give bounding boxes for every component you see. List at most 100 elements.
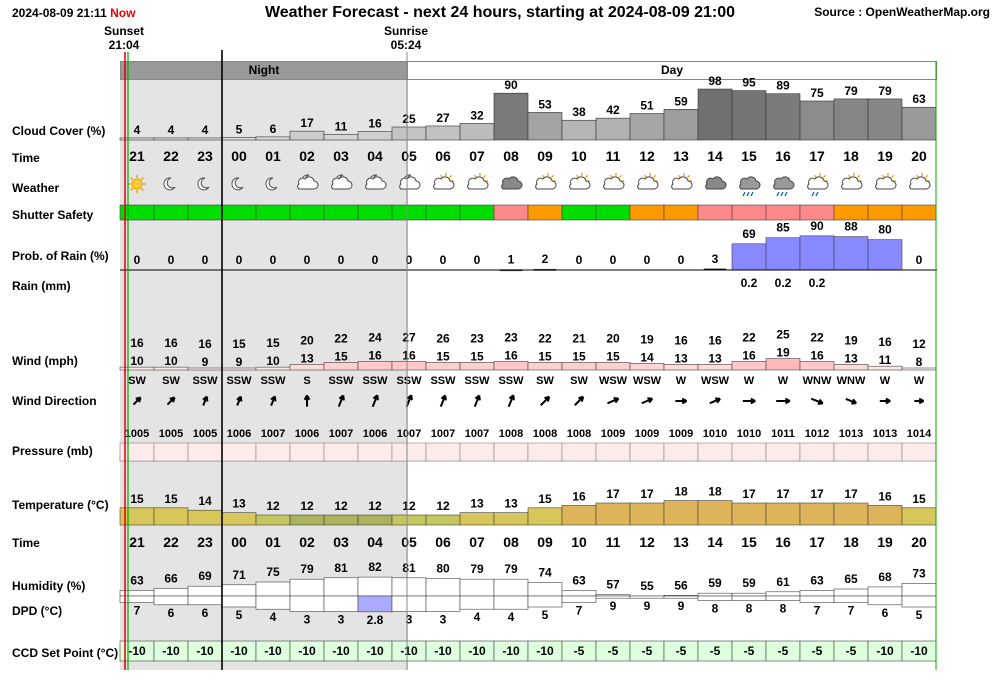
- temperature-bar: [527, 507, 563, 526]
- dpd-bar: [323, 595, 359, 612]
- wind-direction-text: SSW: [260, 375, 286, 387]
- hour-label-top: 17: [809, 148, 825, 164]
- wind-speed-value: 19: [776, 346, 790, 360]
- cloud-cover-label: Cloud Cover (%): [12, 124, 106, 138]
- shutter-cell: [595, 204, 631, 221]
- hour-label-bottom: 17: [809, 534, 825, 550]
- wind-direction-text: W: [914, 375, 925, 387]
- wind-arrow: [914, 397, 925, 405]
- cloud-value: 4: [168, 123, 175, 137]
- dpd-bar: [459, 595, 495, 610]
- pressure-value: 1005: [193, 428, 217, 440]
- cloud-value: 51: [640, 98, 654, 112]
- cloud-bar: [425, 125, 461, 141]
- dpd-value: 7: [848, 604, 855, 618]
- temperature-value: 17: [742, 487, 756, 501]
- hour-label-top: 12: [639, 148, 655, 164]
- pressure-value: 1007: [465, 428, 489, 440]
- temperature-value: 18: [674, 485, 688, 499]
- temperature-value: 12: [402, 499, 416, 513]
- cloud-value: 4: [202, 123, 209, 137]
- pressure-cell: [867, 442, 903, 462]
- dpd-bar: [493, 595, 529, 610]
- cloud-bar: [731, 90, 767, 141]
- pressure-cell: [459, 442, 495, 462]
- ccd-value: -10: [400, 644, 418, 658]
- cloud-bar: [153, 137, 189, 141]
- hour-label-top: 06: [435, 148, 451, 164]
- ccd-value: -5: [812, 644, 823, 658]
- pressure-value: 1007: [329, 428, 353, 440]
- prob-rain-value: 0: [406, 253, 413, 267]
- hour-label-bottom: 07: [469, 534, 485, 550]
- wind-speed-value: 13: [300, 351, 314, 365]
- wind-speed-value: 14: [640, 350, 654, 364]
- dpd-value: 9: [678, 599, 685, 613]
- source-label: Source : OpenWeatherMap.org: [814, 5, 990, 19]
- prob-rain-value: 0: [202, 253, 209, 267]
- dpd-bar: [833, 595, 869, 603]
- wind-arrow: [675, 397, 688, 405]
- rain-value: 0.2: [775, 276, 792, 290]
- cloud-value: 63: [912, 92, 926, 106]
- wind-bar: [595, 362, 631, 371]
- temperature-bar: [901, 507, 937, 526]
- shutter-cell: [867, 204, 903, 221]
- hour-label-top: 10: [571, 148, 587, 164]
- prob-rain-value: 0: [644, 253, 651, 267]
- cloud-bar: [255, 136, 291, 141]
- hour-label-bottom: 23: [197, 534, 213, 550]
- hour-label-bottom: 11: [606, 534, 621, 550]
- hour-label-top: 13: [673, 148, 689, 164]
- prob-rain-value: 0: [678, 253, 685, 267]
- humidity-bar: [221, 584, 257, 597]
- pressure-cell: [663, 442, 699, 462]
- prob-rain-value: 0: [236, 253, 243, 267]
- hour-label-bottom: 02: [299, 534, 315, 550]
- rain-value: 0.2: [741, 276, 758, 290]
- rain-value: 0.2: [809, 276, 826, 290]
- humidity-value: 66: [164, 571, 178, 585]
- pressure-cell: [357, 442, 393, 462]
- wind-direction-text: SSW: [430, 375, 456, 387]
- cloud-value: 11: [335, 119, 348, 133]
- dpd-value: 6: [168, 606, 175, 620]
- ccd-value: -10: [264, 644, 282, 658]
- hour-label-top: 16: [775, 148, 791, 164]
- pressure-cell: [493, 442, 529, 462]
- temperature-value: 17: [810, 487, 824, 501]
- shutter-cell: [731, 204, 767, 221]
- cloud-icon: [705, 176, 727, 190]
- ccd-value: -10: [502, 644, 520, 658]
- pressure-cell: [833, 442, 869, 462]
- moon-cloud-icon: [399, 174, 421, 190]
- sun-cloud-icon: [535, 173, 557, 190]
- prob-rain-value: 0: [304, 253, 311, 267]
- cloud-bar: [697, 88, 733, 141]
- hour-label-bottom: 03: [333, 534, 349, 550]
- hour-label-bottom: 05: [401, 534, 417, 550]
- wind-arrow: [270, 395, 277, 407]
- pressure-value: 1005: [159, 428, 183, 440]
- cloud-bar: [391, 126, 427, 141]
- hour-label-bottom: 19: [877, 534, 893, 550]
- temperature-value: 12: [368, 499, 382, 513]
- temperature-value: 13: [470, 497, 484, 511]
- hour-label-top: 20: [911, 148, 927, 164]
- shutter-cell: [493, 204, 529, 221]
- wind-arrow: [337, 394, 345, 407]
- wind-speed-value: 16: [504, 348, 518, 362]
- shutter-cell: [323, 204, 359, 221]
- dpd-value: 7: [576, 604, 583, 618]
- sunset-time: 21:04: [108, 38, 140, 52]
- wind-speed-value: 11: [879, 353, 892, 367]
- temperature-value: 18: [708, 485, 722, 499]
- wind-arrow: [439, 394, 447, 407]
- wind-gust-value: 16: [708, 333, 722, 347]
- pressure-cell: [221, 442, 257, 462]
- hour-label-bottom: 12: [639, 534, 655, 550]
- dpd-bar: [901, 595, 937, 608]
- humidity-bar: [255, 581, 291, 597]
- dpd-bar: [289, 595, 325, 612]
- cloud-value: 79: [844, 84, 858, 98]
